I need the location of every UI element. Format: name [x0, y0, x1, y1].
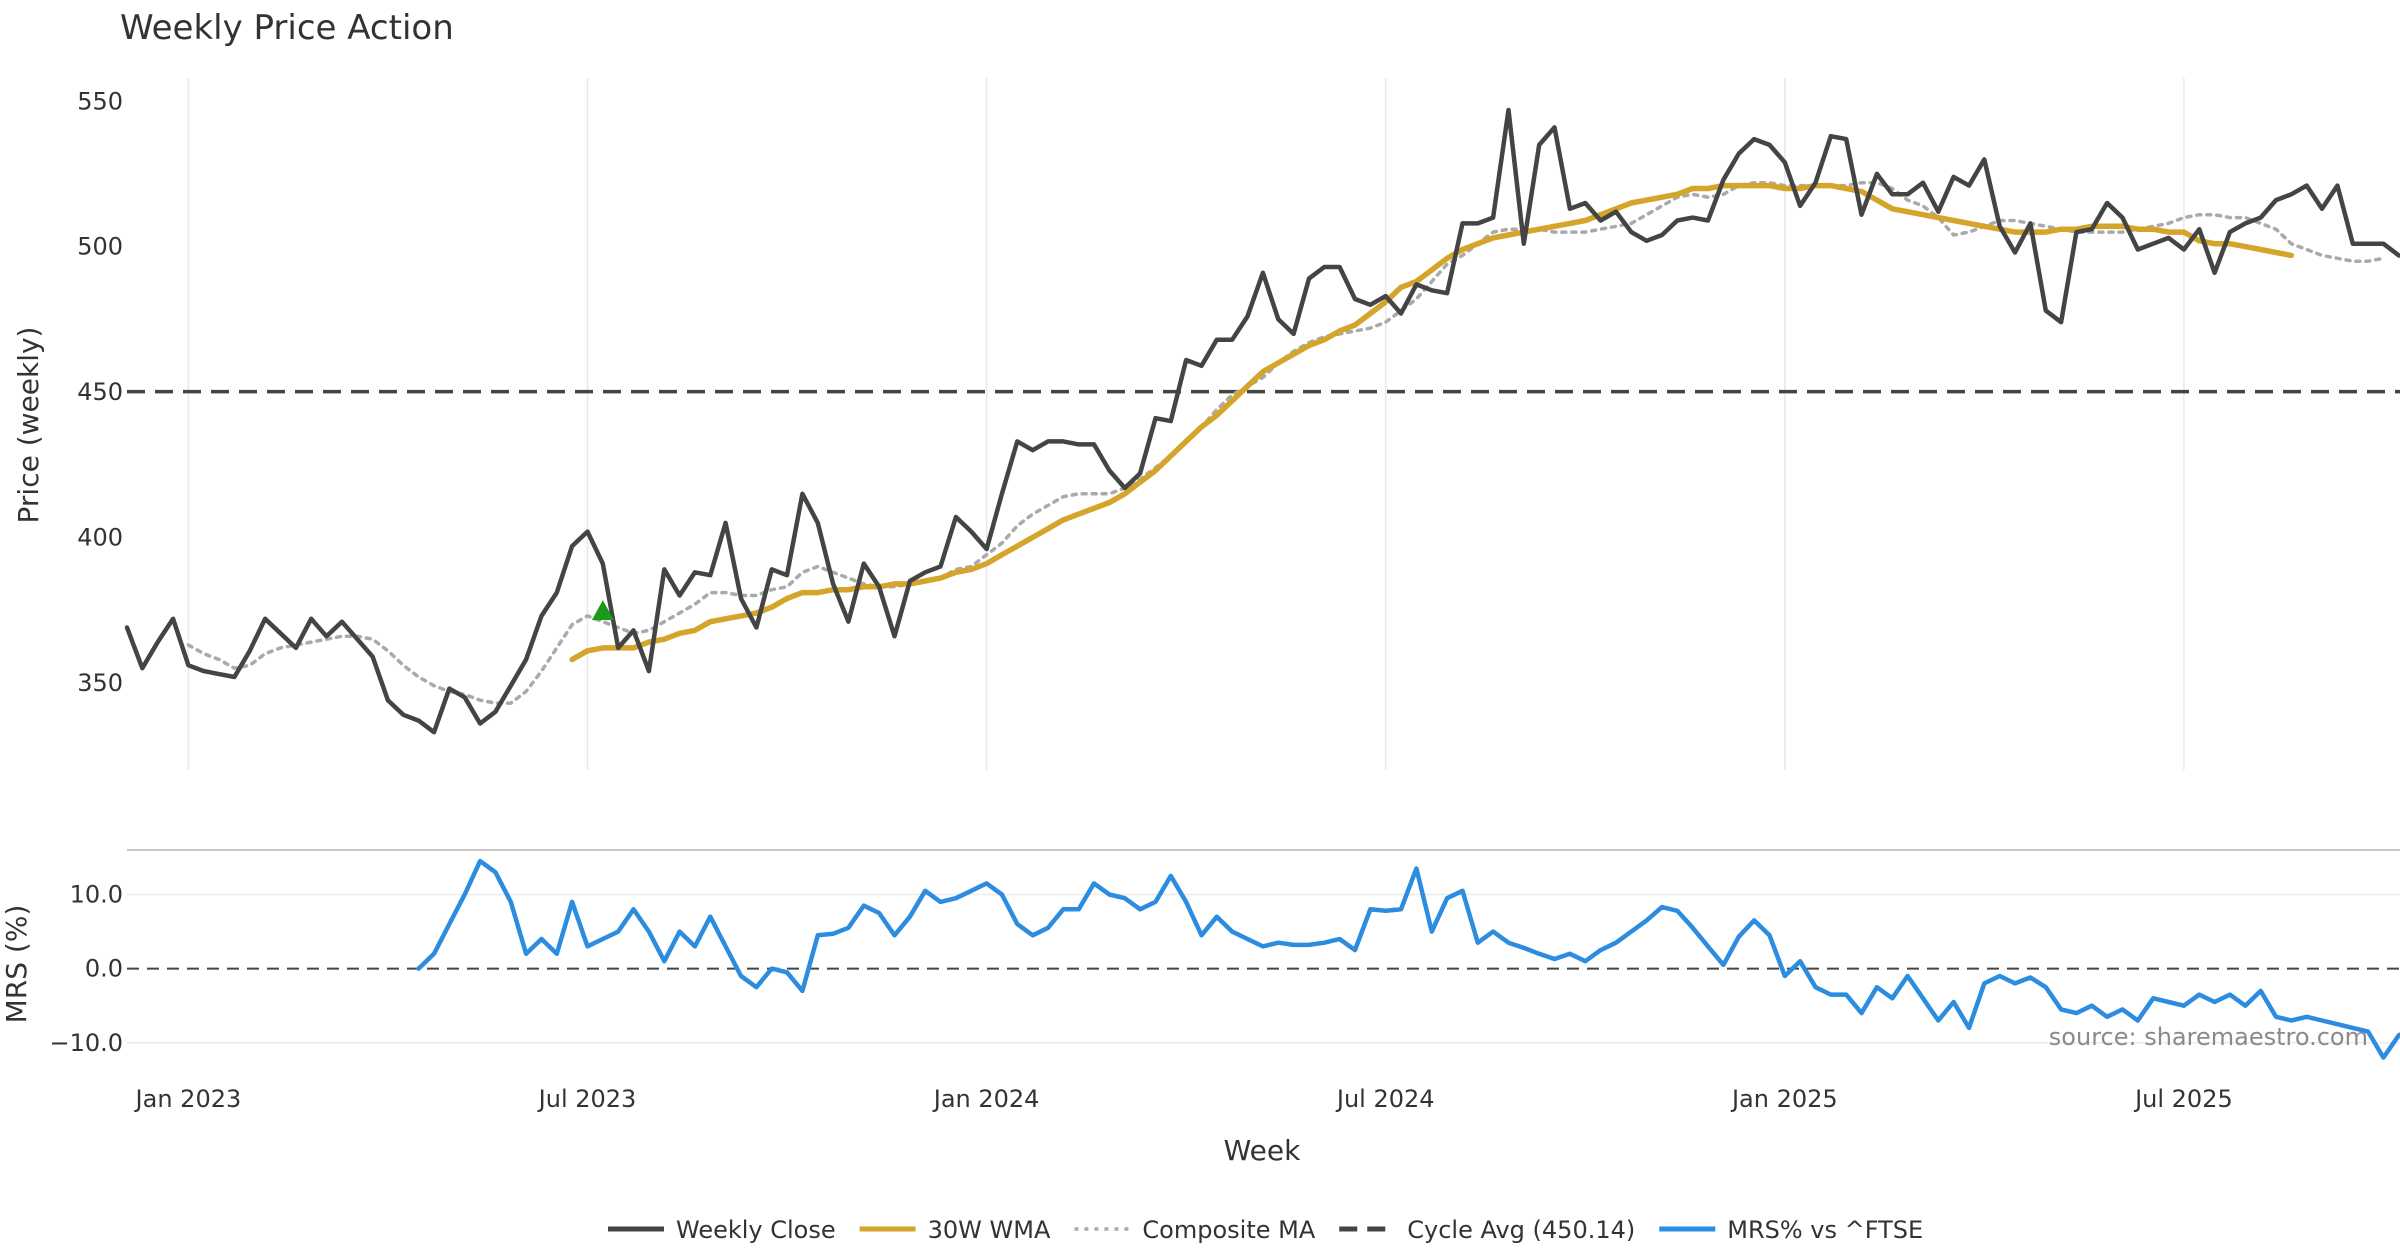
- series-line-weekly-close: [124, 107, 2400, 735]
- series-line-composite-ma: [186, 180, 2386, 705]
- x-tick-label: Jul 2024: [1335, 1085, 1435, 1113]
- x-axis-label: Week: [1224, 1134, 1301, 1167]
- price-axis-label: Price (weekly): [12, 327, 45, 524]
- mrs-panel: 10.0 0.0 −10.0: [49, 849, 2400, 1060]
- gridlines: [187, 78, 2185, 770]
- price-y-tick-label: 550: [77, 87, 123, 115]
- x-tick-label: Jan 2023: [134, 1085, 242, 1113]
- buy-signal-marker: [591, 600, 614, 621]
- x-tick-label: Jan 2025: [1730, 1085, 1838, 1113]
- legend-label: Weekly Close: [676, 1216, 836, 1244]
- legend: Weekly Close 30W WMA Composite MA Cycle Avg…: [608, 1216, 1923, 1244]
- legend-label: Composite MA: [1142, 1216, 1315, 1244]
- mrs-y-tick-label: −10.0: [49, 1029, 123, 1057]
- x-axis: Jan 2023 Jul 2023 Jan 2024 Jul 2024 Jan 2025…: [134, 1085, 2233, 1113]
- x-tick-label: Jan 2024: [932, 1085, 1040, 1113]
- legend-label: MRS% vs ^FTSE: [1727, 1216, 1923, 1244]
- series-line-30w-wma: [569, 182, 2295, 663]
- mrs-axis-label: MRS (%): [0, 905, 33, 1024]
- source-note: source: sharemaestro.com: [2049, 1023, 2368, 1051]
- legend-label: Cycle Avg (450.14): [1407, 1216, 1635, 1244]
- legend-label: 30W WMA: [928, 1216, 1051, 1244]
- mrs-y-tick-label: 0.0: [85, 955, 123, 983]
- price-y-tick-label: 450: [77, 378, 123, 406]
- mrs-y-tick-label: 10.0: [70, 880, 123, 908]
- price-y-tick-label: 350: [77, 669, 123, 697]
- x-tick-label: Jul 2025: [2133, 1085, 2233, 1113]
- price-y-tick-label: 400: [77, 523, 123, 551]
- x-tick-label: Jul 2023: [537, 1085, 637, 1113]
- price-panel: 350 400 450 500 550: [77, 87, 2400, 735]
- series-line-mrs-vs-ftse: [416, 858, 2400, 1060]
- price-y-tick-label: 500: [77, 233, 123, 261]
- chart-title: Weekly Price Action: [120, 8, 454, 48]
